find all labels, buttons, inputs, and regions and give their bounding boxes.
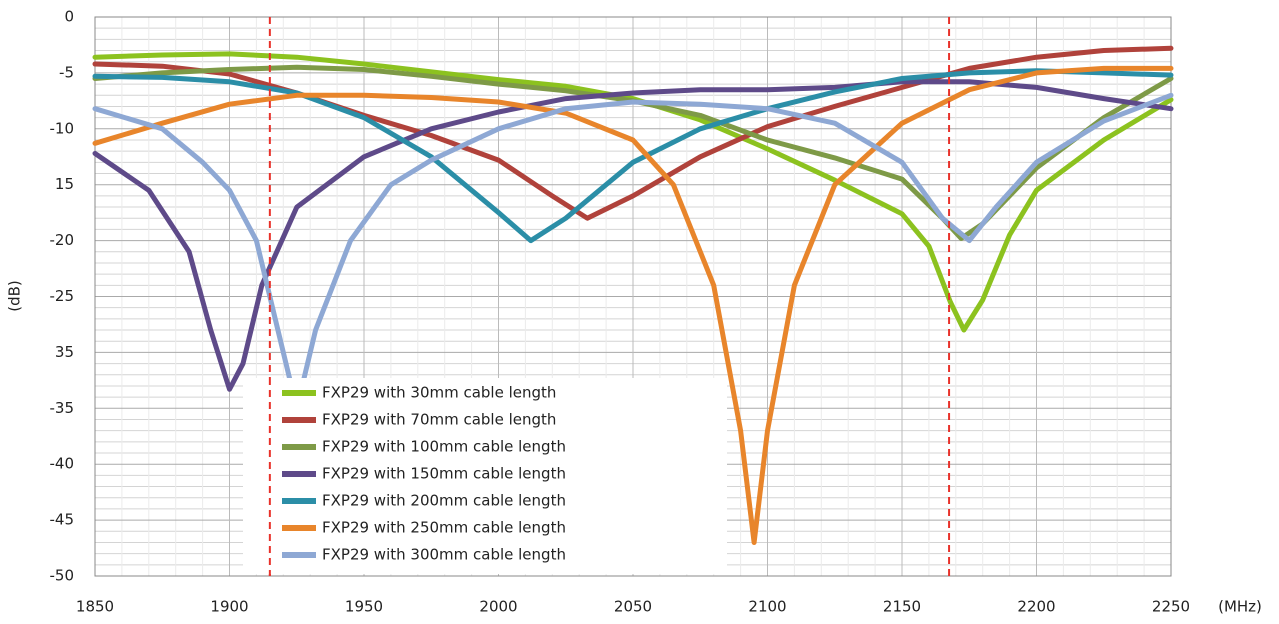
y-tick-label: -20: [50, 231, 75, 249]
legend-label: FXP29 with 200mm cable length: [322, 492, 566, 510]
x-tick-label: 2050: [614, 598, 652, 616]
y-tick-label: -45: [50, 511, 75, 529]
x-tick-label: 2150: [883, 598, 921, 616]
y-tick-label: -40: [50, 455, 75, 473]
legend-label: FXP29 with 70mm cable length: [322, 411, 556, 429]
legend-box: [243, 378, 727, 574]
x-tick-label: 2100: [748, 598, 786, 616]
x-axis-label: (MHz): [1218, 598, 1262, 616]
y-tick-label: 35: [55, 343, 74, 361]
legend-label: FXP29 with 150mm cable length: [322, 465, 566, 483]
x-tick-label: 1950: [345, 598, 383, 616]
x-tick-label: 1850: [76, 598, 114, 616]
y-tick-label: -5: [59, 63, 74, 81]
legend-label: FXP29 with 300mm cable length: [322, 546, 566, 564]
legend: FXP29 with 30mm cable length FXP29 with 7…: [243, 378, 727, 574]
y-tick-label: -25: [50, 287, 75, 305]
y-tick-label: 0: [64, 8, 74, 26]
series-line: [92, 51, 1174, 333]
x-tick-label: 2250: [1152, 598, 1190, 616]
legend-label: FXP29 with 250mm cable length: [322, 519, 566, 537]
series-line: [92, 92, 1174, 411]
series-line: [92, 65, 1174, 545]
y-tick-label: -35: [50, 399, 75, 417]
y-axis-label: (dB): [6, 280, 24, 312]
y-tick-label: 15: [55, 175, 74, 193]
plot-frame: [94, 16, 1172, 577]
y-tick-label: -10: [50, 119, 75, 137]
y-tick-label: -50: [50, 567, 75, 585]
series-line: [92, 68, 1174, 244]
x-tick-label: 2000: [479, 598, 517, 616]
legend-label: FXP29 with 30mm cable length: [322, 384, 556, 402]
legend-label: FXP29 with 100mm cable length: [322, 438, 566, 456]
x-tick-label: 1900: [210, 598, 248, 616]
series-line: [92, 79, 1174, 392]
x-tick-label: 2200: [1017, 598, 1055, 616]
